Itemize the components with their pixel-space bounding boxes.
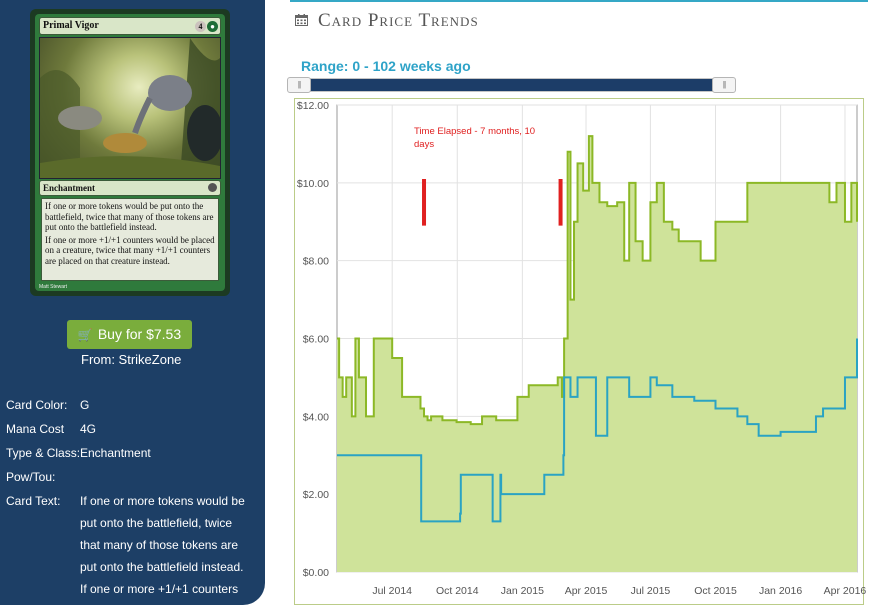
mana-cost-label: Mana Cost xyxy=(6,422,65,436)
x-tick-label: Jan 2016 xyxy=(759,585,802,597)
type-class-value: Enchantment xyxy=(80,446,151,460)
y-tick-label: $2.00 xyxy=(303,489,329,501)
cart-icon: 🛒 xyxy=(77,328,93,342)
range-label: Range: 0 - 102 weeks ago xyxy=(301,58,471,74)
y-tick-label: $6.00 xyxy=(303,334,329,346)
x-tick-label: Jul 2015 xyxy=(631,585,671,597)
range-slider-min-handle[interactable]: ||| xyxy=(287,77,311,93)
y-tick-label: $4.00 xyxy=(303,411,329,423)
section-top-rule xyxy=(290,0,868,2)
card-artist: Matt Stewart xyxy=(39,284,68,290)
generic-mana-icon: 4 xyxy=(195,21,206,32)
card-text-line-4: put onto the battlefield instead. xyxy=(80,560,244,574)
chart-annotation-line-2: days xyxy=(414,139,434,150)
card-text-line-5: If one or more +1/+1 counters xyxy=(80,582,239,596)
card-rules-text-1: If one or more tokens would be put onto … xyxy=(45,201,214,232)
y-tick-label: $8.00 xyxy=(303,256,329,268)
card-color-value: G xyxy=(80,398,90,412)
calendar-icon xyxy=(295,14,308,26)
set-symbol-icon xyxy=(208,183,217,192)
card-text-line-1: If one or more tokens would be xyxy=(80,494,245,508)
chart-series-area xyxy=(337,136,857,572)
card-frame: Primal Vigor 4 ● Enc xyxy=(35,14,225,291)
chart-annotation-line-1: Time Elapsed - 7 months, 10 xyxy=(414,126,535,137)
pow-tou-label: Pow/Tou: xyxy=(6,470,56,484)
type-class-label: Type & Class: xyxy=(6,446,81,460)
x-tick-label: Oct 2014 xyxy=(436,585,479,597)
card-color-label: Card Color: xyxy=(6,398,68,412)
card-text-label: Card Text: xyxy=(6,494,61,508)
y-tick-label: $12.00 xyxy=(297,100,329,112)
buy-vendor: From: StrikeZone xyxy=(81,352,182,367)
y-tick-label: $0.00 xyxy=(303,567,329,579)
chart-axes: $0.00 $2.00 $4.00 $6.00 $8.00 $10.00 $12.00 Jul… xyxy=(297,100,867,597)
x-tick-label: Apr 2016 xyxy=(824,585,867,597)
chart-markers xyxy=(422,178,563,226)
series-high-area xyxy=(337,136,857,572)
card-text-line-3: that many of those tokens are xyxy=(80,538,239,552)
mana-cost-value: 4G xyxy=(80,422,97,436)
green-mana-icon: ● xyxy=(207,21,218,32)
y-tick-label: $10.00 xyxy=(297,178,329,190)
card-title-bar: Primal Vigor 4 ● xyxy=(39,17,221,35)
buy-button[interactable]: 🛒 Buy for $7.53 xyxy=(67,320,192,349)
buy-button-label: Buy for $7.53 xyxy=(97,326,182,342)
card-artwork xyxy=(39,37,221,179)
artwork-illustration xyxy=(40,38,220,178)
card-text-line-2: put onto the battlefield, twice xyxy=(80,516,233,530)
range-slider-selection xyxy=(294,79,726,91)
sidebar: Primal Vigor 4 ● Enc xyxy=(0,0,265,605)
series-low-line xyxy=(337,338,858,523)
range-slider-max-handle[interactable]: ||| xyxy=(712,77,736,93)
chart-series-lines xyxy=(337,135,858,523)
card-rules-text-2: If one or more +1/+1 counters would be p… xyxy=(45,234,215,266)
series-high-line xyxy=(337,135,858,426)
x-tick-label: Oct 2015 xyxy=(694,585,737,597)
x-tick-label: Jul 2014 xyxy=(372,585,412,597)
mana-cost-symbols: 4 ● xyxy=(194,20,218,32)
card-image: Primal Vigor 4 ● Enc xyxy=(30,9,230,296)
card-name: Primal Vigor xyxy=(43,20,99,31)
section-title: Card Price Trends xyxy=(318,10,479,31)
x-tick-label: Jan 2015 xyxy=(501,585,544,597)
card-rules-box: If one or more tokens would be put onto … xyxy=(41,198,219,281)
x-tick-label: Apr 2015 xyxy=(565,585,608,597)
card-type-line: Enchantment xyxy=(39,180,221,196)
